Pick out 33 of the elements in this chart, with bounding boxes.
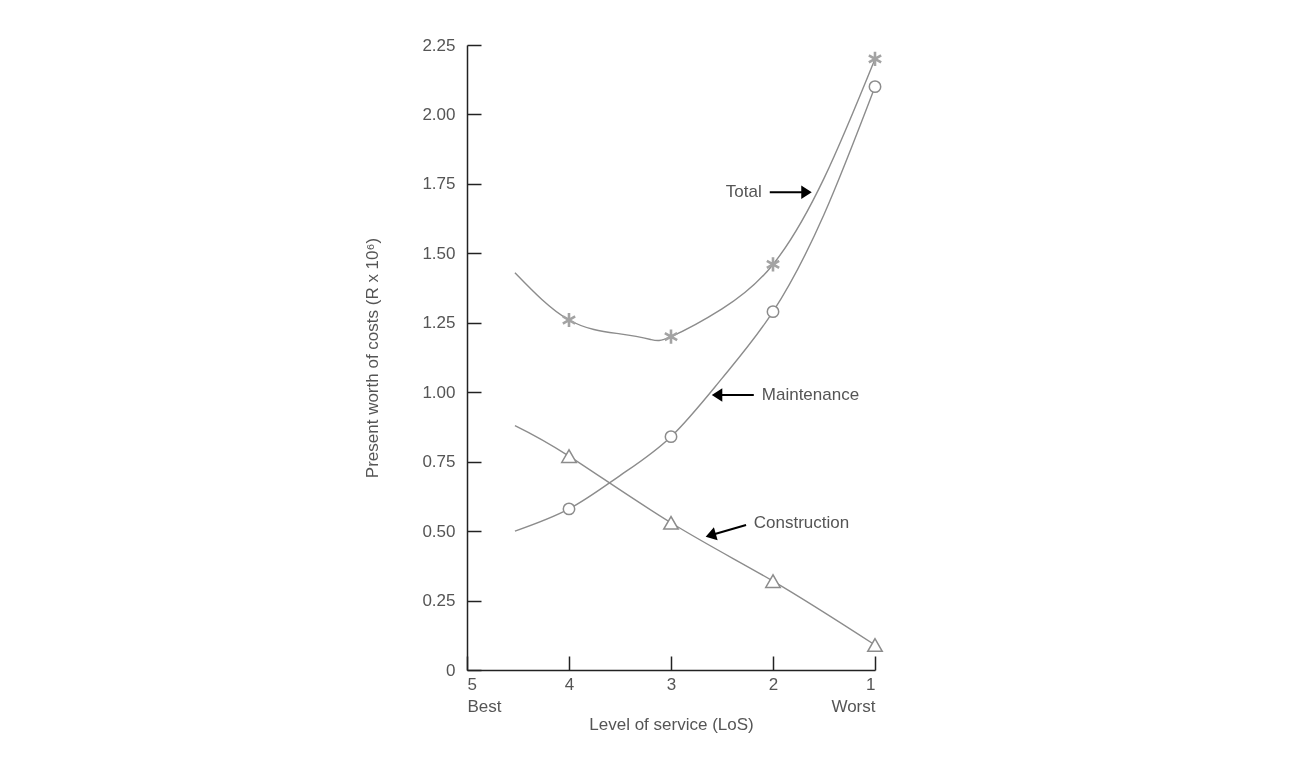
x-axis-title: Level of service (LoS) xyxy=(589,714,754,734)
annotation: Maintenance xyxy=(761,385,860,404)
point xyxy=(663,328,679,346)
x-tick-label: 4 xyxy=(564,674,575,694)
line-series xyxy=(514,58,876,342)
y-tick-label: 1.75 xyxy=(422,174,456,194)
point xyxy=(867,637,883,653)
point xyxy=(562,502,576,516)
point xyxy=(663,515,679,530)
point xyxy=(765,574,781,589)
y-tick-label: 0.50 xyxy=(422,521,456,541)
point xyxy=(765,256,781,273)
x-tick-label: 3 xyxy=(666,674,677,694)
x-tick-label: 2 xyxy=(768,674,779,694)
y-axis-title: Present worth of costs (R x 10⁶) xyxy=(363,237,383,479)
annotation: Construction xyxy=(753,512,850,532)
y-tick-label: 2.00 xyxy=(422,104,456,124)
annotation: Total xyxy=(725,182,762,202)
y-tick-label: 1.25 xyxy=(422,313,456,333)
y-tick-label: 0.75 xyxy=(422,452,456,472)
point xyxy=(561,311,577,329)
point xyxy=(664,430,678,444)
y-tick-label: 2.25 xyxy=(422,35,456,55)
x-tick-label: 1 Worst xyxy=(831,674,876,716)
point xyxy=(868,80,882,94)
y-tick-label: 0.25 xyxy=(422,591,456,611)
point xyxy=(561,449,577,464)
y-tick-label: 0 xyxy=(446,660,456,680)
point xyxy=(867,50,883,68)
x-tick-label: 5 Best xyxy=(467,674,502,716)
y-tick-label: 1.00 xyxy=(422,382,456,402)
y-tick-label: 1.50 xyxy=(422,243,456,263)
point xyxy=(766,305,780,319)
